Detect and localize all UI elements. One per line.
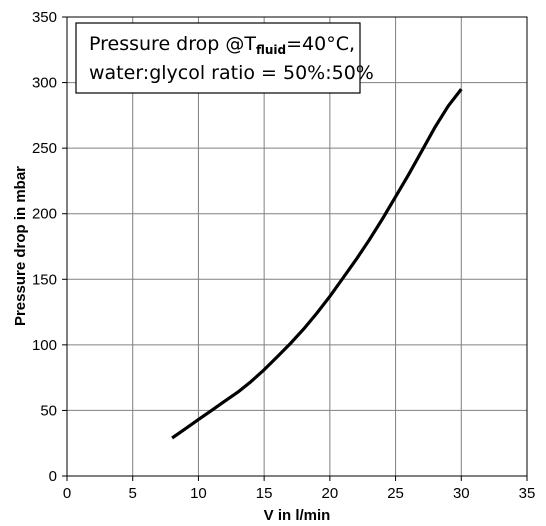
y-tick-label: 300 [32,75,57,92]
annotation-line-2: water:glycol ratio = 50%:50% [89,62,374,84]
y-tick-label: 100 [32,337,57,354]
annotation-suffix: =40°C, [286,33,355,55]
x-tick-label: 30 [453,485,470,502]
y-tick-label: 150 [32,271,57,288]
x-tick-label: 35 [519,485,536,502]
plot-border [66,16,528,477]
y-tick-label: 200 [32,206,57,223]
x-tick-label: 15 [256,485,273,502]
x-tick-label: 20 [322,485,339,502]
series-layer [171,88,463,440]
annotation-box: Pressure drop @Tfluid=40°C, water:glycol… [75,22,374,94]
x-axis-title: V in l/min [264,507,331,524]
x-tick-label: 10 [190,485,207,502]
annotation-subscript: fluid [256,43,286,57]
annotation-prefix: Pressure drop @T [89,33,256,55]
y-axis-title: Pressure drop in mbar [12,166,29,326]
y-tick-label: 50 [40,402,57,419]
x-tick-label: 0 [63,485,71,502]
y-tick-label: 0 [49,468,57,485]
x-tick-label: 5 [129,485,137,502]
y-tick-label: 250 [32,140,57,157]
series-line [171,88,463,440]
y-tick-label: 350 [32,9,57,26]
annotation-frame [75,22,361,94]
axes [62,16,528,481]
x-tick-label: 25 [387,485,404,502]
annotation-line-1: Pressure drop @Tfluid=40°C, [89,33,355,57]
